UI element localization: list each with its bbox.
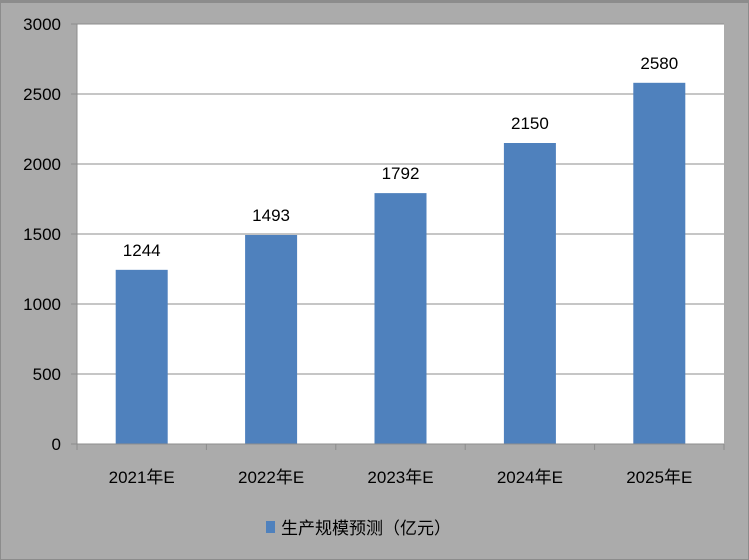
axes: 0 500 1000 1500 2000 2500 3000 2021年E 2022年E 2023… (23, 15, 725, 487)
data-label: 1493 (252, 206, 290, 225)
legend-swatch (266, 521, 275, 533)
x-tick-label: 2023年E (367, 468, 433, 487)
x-tick-label: 2025年E (626, 468, 692, 487)
y-tick-label: 500 (33, 365, 61, 384)
bars: 1244 1493 1792 2150 2580 (115, 54, 686, 445)
y-tick-label: 1000 (23, 295, 61, 314)
data-label: 1244 (123, 241, 161, 260)
bar (633, 82, 686, 445)
y-tick-label: 0 (52, 435, 61, 454)
x-tick-label: 2024年E (497, 468, 563, 487)
bar (115, 269, 168, 444)
y-tick-label: 3000 (23, 15, 61, 34)
legend: 生产规模预测（亿元） (266, 519, 451, 538)
x-tick-label: 2022年E (238, 468, 304, 487)
legend-label: 生产规模预测（亿元） (281, 519, 451, 538)
x-tick-label: 2021年E (109, 468, 175, 487)
bar (503, 143, 556, 444)
bar (245, 234, 298, 444)
y-tick-label: 2500 (23, 85, 61, 104)
data-label: 1792 (382, 164, 420, 183)
y-tick-label: 2000 (23, 155, 61, 174)
gridlines (77, 23, 724, 375)
bar (374, 193, 427, 444)
data-label: 2150 (511, 114, 549, 133)
y-tick-label: 1500 (23, 225, 61, 244)
data-label: 2580 (640, 54, 678, 73)
